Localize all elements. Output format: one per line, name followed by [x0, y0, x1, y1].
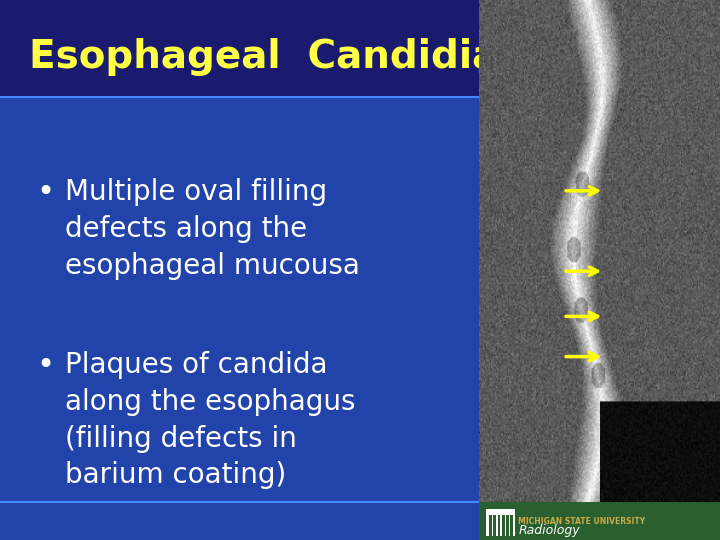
Text: Plaques of candida
along the esophagus
(filling defects in
barium coating): Plaques of candida along the esophagus (… — [65, 351, 355, 489]
Bar — [479, 502, 720, 540]
Bar — [510, 515, 513, 536]
Text: •: • — [36, 178, 54, 207]
Bar — [489, 515, 492, 536]
Bar — [479, 0, 720, 502]
Bar — [506, 515, 509, 536]
Text: •: • — [36, 351, 54, 380]
Bar — [0, 0, 490, 540]
Text: Esophageal  Candidiasis: Esophageal Candidiasis — [29, 38, 557, 76]
Bar — [493, 515, 496, 536]
Bar — [0, 0, 479, 97]
Bar — [498, 515, 500, 536]
Text: Multiple oval filling
defects along the
esophageal mucousa: Multiple oval filling defects along the … — [65, 178, 360, 280]
Bar — [486, 509, 515, 536]
Text: Radiology: Radiology — [518, 524, 580, 537]
Bar — [502, 515, 505, 536]
Text: MICHIGAN STATE UNIVERSITY: MICHIGAN STATE UNIVERSITY — [518, 517, 646, 525]
Bar — [0, 0, 479, 540]
